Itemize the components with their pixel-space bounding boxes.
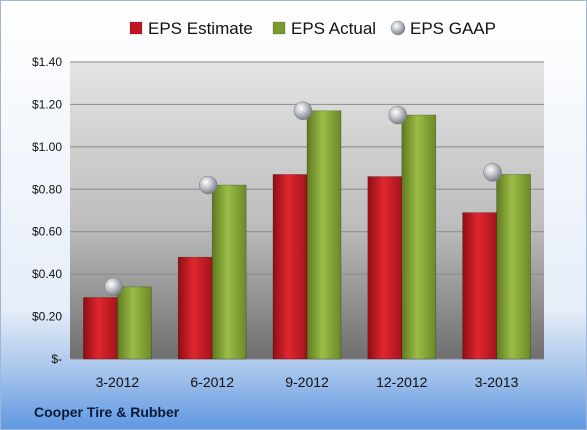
gaap-marker	[104, 277, 123, 297]
y-tick-label: $0.20	[32, 310, 62, 324]
y-tick-label: $1.20	[32, 97, 62, 111]
y-axis-ticks: $- $0.20 $0.40 $0.60 $0.80 $1.00 $1.20 $1.40	[32, 55, 62, 366]
gaap-markers	[104, 101, 502, 297]
estimate-bar	[462, 212, 497, 360]
x-tick-label: 9-2012	[285, 374, 329, 390]
estimate-bar	[367, 176, 403, 360]
estimate-bar	[177, 256, 213, 360]
legend-label: EPS Actual	[291, 19, 376, 38]
legend-swatch	[129, 21, 143, 35]
estimate-bar	[83, 297, 118, 360]
actual-bar	[211, 184, 247, 360]
x-tick-label: 3-2013	[475, 374, 519, 390]
gaap-marker	[293, 101, 313, 121]
actual-bar	[117, 286, 152, 360]
x-axis-labels: 3-2012 6-2012 9-2012 12-2012 3-2013	[96, 374, 519, 390]
gaap-marker	[483, 163, 502, 182]
y-tick-label: $-	[51, 352, 62, 366]
y-tick-label: $0.60	[32, 225, 62, 239]
x-tick-label: 3-2012	[96, 374, 140, 390]
actual-bar	[401, 114, 437, 360]
estimate-bar	[272, 174, 308, 360]
y-tick-label: $1.00	[32, 140, 62, 154]
gaap-marker	[198, 175, 218, 195]
legend: EPS Estimate EPS Actual EPS GAAP	[129, 19, 496, 38]
x-tick-label: 12-2012	[376, 374, 428, 390]
legend-swatch	[272, 21, 286, 35]
actual-bar	[496, 174, 531, 360]
actual-bar	[306, 110, 342, 360]
y-tick-label: $1.40	[32, 55, 62, 69]
y-tick-label: $0.40	[32, 267, 62, 281]
legend-swatch	[390, 20, 406, 36]
company-name: Cooper Tire & Rubber	[34, 404, 180, 420]
bars	[83, 110, 531, 360]
y-tick-label: $0.80	[32, 182, 62, 196]
legend-label: EPS Estimate	[148, 19, 253, 38]
legend-label: EPS GAAP	[410, 19, 496, 38]
gaap-marker	[388, 105, 408, 125]
x-tick-label: 6-2012	[190, 374, 234, 390]
